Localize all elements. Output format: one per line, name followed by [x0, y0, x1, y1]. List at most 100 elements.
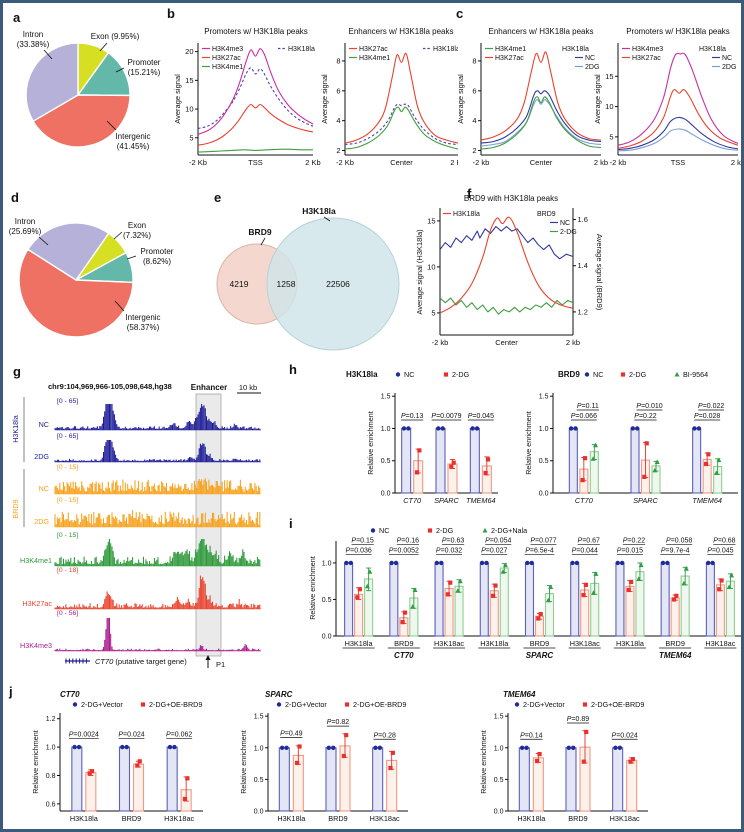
legend-label: 2-DG+Vector — [81, 700, 123, 709]
svg-text:10: 10 — [185, 105, 193, 114]
pie-label-intergenic: Intergenic — [115, 132, 150, 141]
panel-label-c: c — [456, 6, 464, 21]
bar-chart-h2: BRD9 NC 2-DG BI-9564 0.0 0.5 1.0 1.5 Relative en… — [524, 370, 738, 505]
supergroup-label: SPARC — [526, 651, 554, 660]
data-point-circle — [167, 744, 173, 750]
data-point-circle — [524, 745, 529, 750]
svg-text:BRD9: BRD9 — [537, 211, 556, 218]
svg-text:H3K27ac: H3K27ac — [495, 55, 524, 62]
venn-diagram: BRD9 H3K18la 4219 1258 22506 — [216, 206, 400, 351]
series-nc — [439, 225, 574, 260]
data-point-square — [344, 733, 349, 738]
p-value-label: P=0.15 — [351, 537, 373, 544]
svg-text:0.0: 0.0 — [539, 491, 549, 498]
data-point-circle — [615, 560, 620, 566]
data-point-triangle — [683, 566, 689, 571]
plot-title: Enhancers w/ H3K18la peaks — [489, 27, 594, 36]
svg-text:0.5: 0.5 — [539, 458, 549, 465]
bar — [626, 759, 638, 812]
chart-title: H3K18la — [346, 370, 378, 379]
pie-label-intron: (25.69%) — [9, 227, 42, 236]
p-value-label: P=0.82 — [327, 719, 349, 726]
legend-label: 2-DG+Nala — [491, 526, 527, 535]
data-point-circle — [584, 372, 590, 377]
p-value-label: P=0.0024 — [69, 732, 99, 739]
svg-text:H3K27ac: H3K27ac — [632, 55, 661, 62]
category-label: H3K18la — [517, 814, 546, 823]
data-point-circle — [613, 745, 618, 750]
bar — [670, 597, 680, 637]
track-row-label: 2DG — [34, 517, 49, 526]
data-point-square — [626, 587, 631, 593]
svg-text:0.0: 0.0 — [322, 634, 332, 641]
panel-label-f: f — [467, 186, 472, 201]
data-point-square — [719, 578, 724, 583]
data-point-circle — [474, 426, 480, 431]
svg-text:0.8: 0.8 — [46, 773, 56, 780]
data-point-triangle — [681, 580, 687, 586]
panel-j-bar-charts: CT70 2-DG+Vector 2-DG+OE-BRD9 0.6 0.8 1.0 1.2 R… — [3, 683, 741, 829]
legend-label: 2-DG — [629, 370, 647, 379]
svg-text:2: 2 — [336, 146, 340, 155]
svg-text:1.5: 1.5 — [254, 714, 264, 721]
data-point-square — [451, 460, 456, 465]
series-nc — [617, 116, 739, 151]
data-point-square — [390, 750, 395, 755]
profile-plots-c: Enhancers w/ H3K18la peaks 2 4 6 8 -2 kb Cente… — [458, 27, 741, 167]
svg-text:1.2: 1.2 — [578, 307, 588, 316]
p-value-label: P=0.63 — [442, 537, 464, 544]
p-value-label: P=0.015 — [617, 547, 643, 554]
track-h3k4me1-4 — [54, 539, 261, 567]
svg-text:2 Kb: 2 Kb — [450, 158, 458, 167]
y-axis-label: Average signal — [173, 74, 182, 124]
data-point-square — [490, 593, 496, 598]
data-point-square — [674, 593, 679, 598]
supergroup-label: TMEM64 — [659, 651, 692, 660]
legend-label: 2-DG — [436, 526, 454, 535]
profile-plot-c2: Promoters w/ H3K18la peaks 5 10 15 -2 kb TSS 2… — [593, 27, 741, 167]
data-point-circle — [479, 560, 485, 566]
bar-group-brd9: P=0.16 P=0.0052 — [389, 537, 419, 637]
p-value-label: P=9.7e-4 — [661, 547, 690, 554]
series-nc — [480, 90, 602, 144]
pie-slice-intergenic — [18, 248, 134, 338]
bar — [692, 427, 702, 494]
data-point-square — [581, 759, 586, 764]
legend-label: NC — [379, 526, 389, 535]
data-point-circle — [525, 560, 530, 566]
p-value-label: P=6.5e-4 — [525, 547, 554, 554]
category-label: TMEM64 — [466, 496, 496, 505]
pie-label-promoter: Promoter — [128, 58, 161, 67]
data-point-triangle — [364, 583, 370, 589]
track-signal — [54, 440, 261, 462]
venn-circle-h3k18la — [266, 217, 400, 351]
panel-label-j: j — [9, 684, 13, 699]
data-point-square — [427, 528, 433, 533]
p-value-label: P=0.14 — [520, 732, 542, 739]
category-label: H3K18ac — [705, 639, 735, 648]
svg-text:Center: Center — [390, 158, 413, 167]
y-axis-label: Relative enrichment — [366, 411, 375, 475]
track-signal — [54, 478, 261, 494]
data-point-square — [620, 372, 626, 377]
data-point-square — [630, 757, 635, 762]
bar — [344, 562, 354, 637]
pie-slice-intron — [26, 222, 110, 281]
data-point-circle — [72, 702, 78, 707]
p-value-label: P=0.28 — [373, 732, 395, 739]
plot-title: Promoters w/ H3K18la peaks — [204, 27, 308, 36]
data-point-triangle — [654, 459, 660, 465]
p-value-label: P=0.045 — [468, 413, 494, 420]
data-point-circle — [76, 744, 82, 750]
series-h3k27ac — [480, 51, 602, 141]
svg-text:1.0: 1.0 — [381, 426, 391, 433]
series-h3k27ac — [344, 52, 458, 144]
bar — [435, 427, 446, 494]
bar-chart-i: NC 2-DG 2-DG+Nala 0.0 0.5 1.0 Relative enrichm… — [308, 526, 741, 660]
data-point-circle — [571, 745, 576, 750]
data-point-square — [400, 620, 405, 625]
profile-plot-f: BRD9 with H3K18la peaks 5 10 15 1.2 1.4 1.6 Ave… — [416, 194, 604, 347]
pie-label-exon: Exon (9.95%) — [91, 32, 140, 41]
pie-label-promoter: (8.62%) — [143, 257, 171, 266]
p-value-label: P=0.010 — [636, 403, 662, 410]
